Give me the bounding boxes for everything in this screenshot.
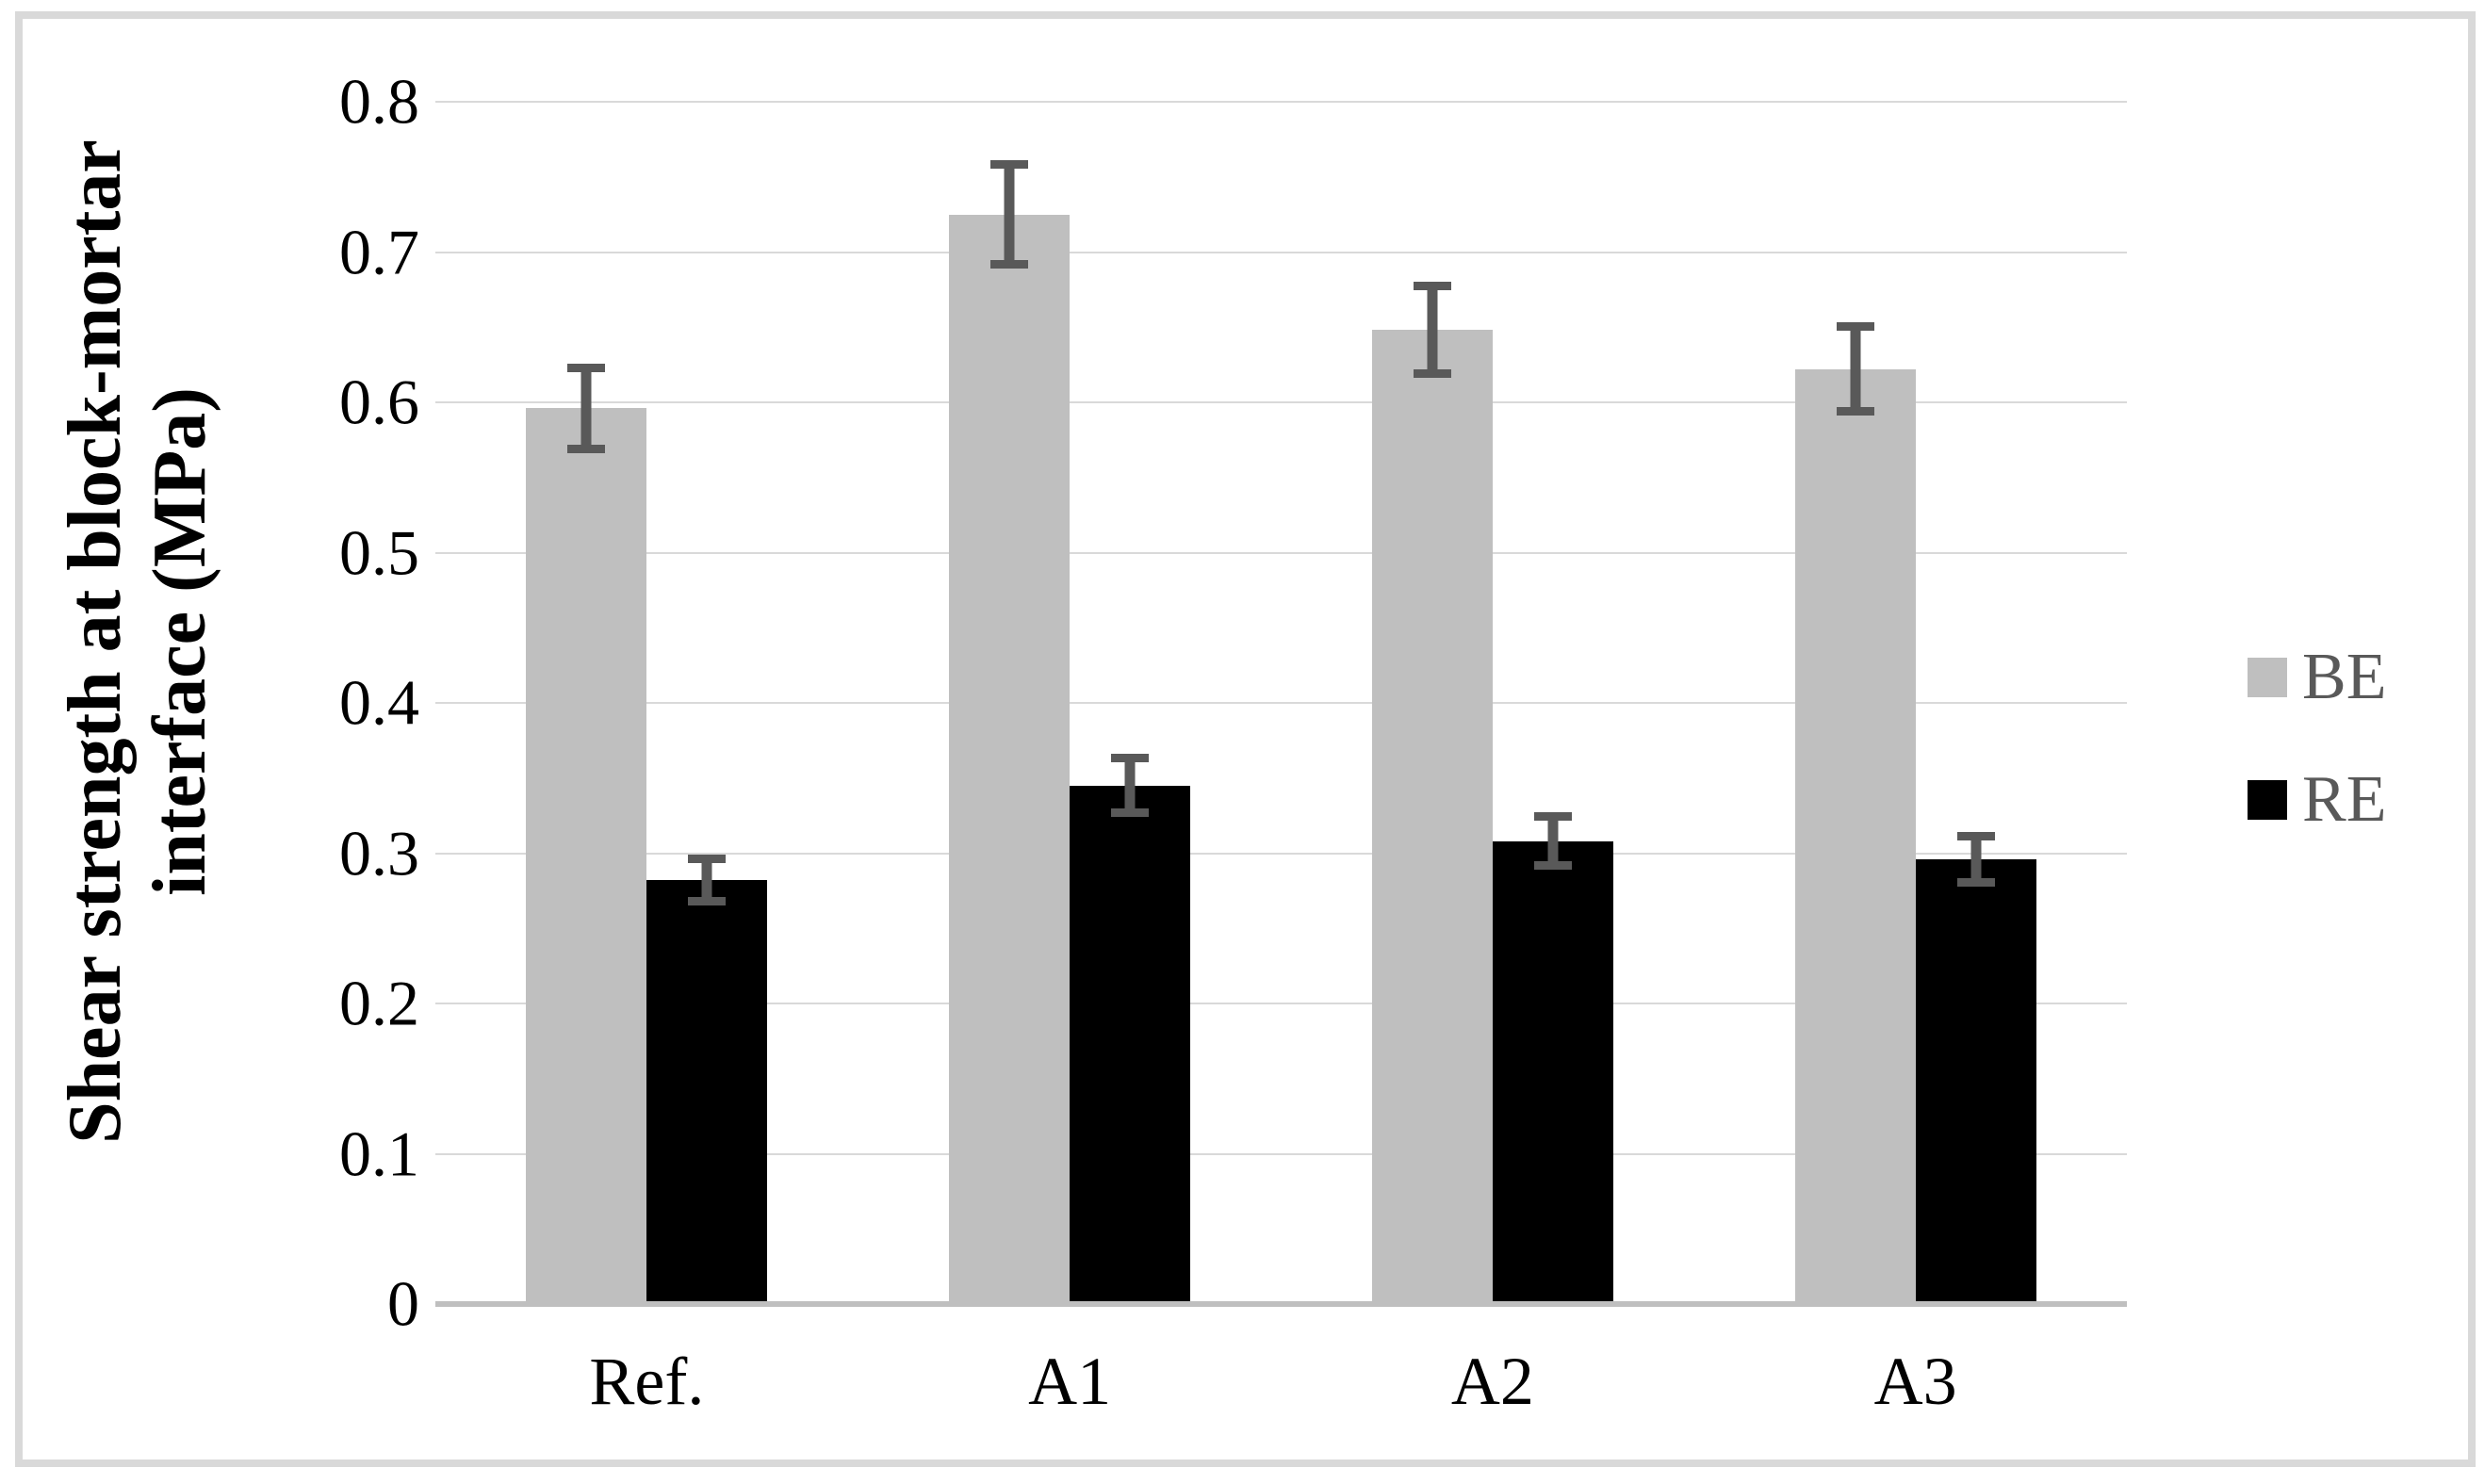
error-bar-re-a2 <box>1533 812 1572 871</box>
gridline <box>435 101 2127 104</box>
legend-label-be: BE <box>2302 641 2387 713</box>
y-tick-label-0.3: 0.3 <box>339 817 419 889</box>
gridline <box>435 401 2127 403</box>
legend-label-re: RE <box>2302 763 2387 836</box>
y-tick-label-0.8: 0.8 <box>339 65 419 138</box>
error-bar-be-a3 <box>1836 322 1874 416</box>
re-series-swatch <box>2248 780 2287 820</box>
gridline <box>435 251 2127 253</box>
bar-be-a3 <box>1794 368 1916 1304</box>
gridline <box>435 1152 2127 1155</box>
bar-re-a1 <box>1070 785 1191 1304</box>
gridline <box>435 551 2127 554</box>
be-series-swatch <box>2248 658 2287 697</box>
plot-area <box>435 101 2127 1307</box>
y-tick-label-0.5: 0.5 <box>339 516 419 588</box>
y-tick-label-0.7: 0.7 <box>339 216 419 287</box>
error-bar-be-a2 <box>1413 282 1451 379</box>
gridline <box>435 852 2127 855</box>
y-tick-label-0: 0 <box>387 1267 419 1340</box>
y-tick-label-0.6: 0.6 <box>339 366 419 438</box>
x-category-label-a2: A2 <box>1450 1344 1534 1419</box>
bar-be-a2 <box>1371 330 1493 1304</box>
bar-re-a3 <box>1915 858 2036 1304</box>
gridline <box>435 702 2127 704</box>
x-category-label-ref: Ref. <box>589 1344 705 1419</box>
y-tick-label-0.4: 0.4 <box>339 666 419 739</box>
y-tick-label-0.2: 0.2 <box>339 967 419 1039</box>
x-category-label-a1: A1 <box>1028 1344 1112 1419</box>
gridline <box>435 1003 2127 1004</box>
error-bar-be-ref <box>567 363 606 454</box>
legend-item-be: BE <box>2248 641 2387 713</box>
y-axis-title-line2: interface (MPa) <box>139 387 221 896</box>
x-axis-line <box>435 1301 2127 1307</box>
y-axis-title: Shear strength at block-mortar interface… <box>53 0 228 1301</box>
y-tick-label-0.1: 0.1 <box>339 1117 419 1189</box>
error-bar-re-ref <box>688 855 727 906</box>
bar-re-a2 <box>1492 840 1613 1304</box>
error-bar-be-a1 <box>990 160 1029 269</box>
legend-item-re: RE <box>2248 763 2387 836</box>
bar-be-ref <box>526 408 647 1304</box>
error-bar-re-a1 <box>1111 754 1150 818</box>
bar-re-ref <box>646 880 768 1304</box>
bar-be-a1 <box>949 214 1071 1304</box>
y-axis-title-line1: Shear strength at block-mortar <box>54 139 137 1144</box>
x-category-label-a3: A3 <box>1873 1344 1957 1419</box>
error-bar-re-a3 <box>1956 832 1995 887</box>
